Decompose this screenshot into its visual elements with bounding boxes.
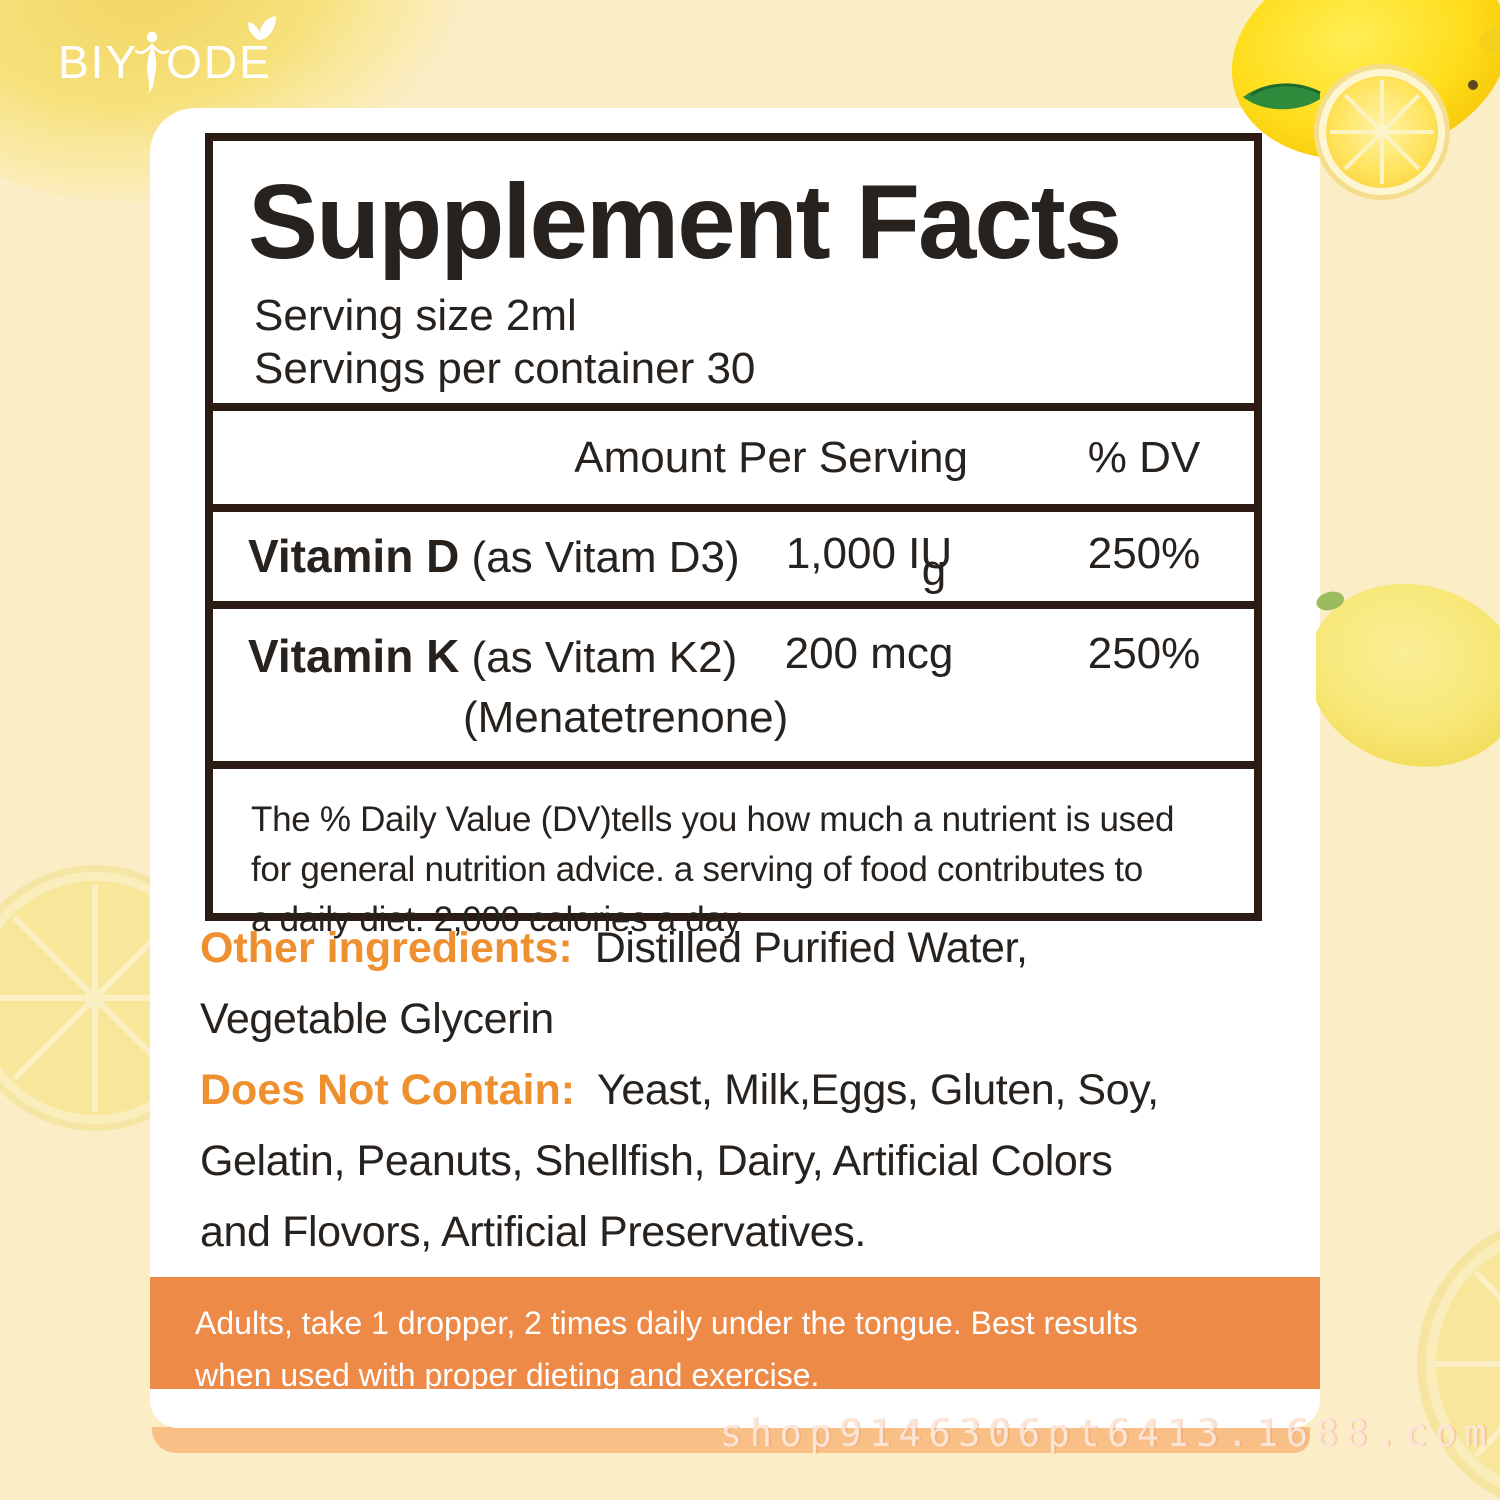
watermark-text: shop9146306pt6413.1688.com bbox=[720, 1412, 1495, 1455]
does-not-contain-label: Does Not Contain: bbox=[200, 1066, 576, 1114]
other-ingredients-label: Other ingredients: bbox=[200, 924, 573, 972]
dv-footnote: The % Daily Value (DV)tells you how much… bbox=[213, 761, 1254, 939]
amount-column-header: Amount Per Serving bbox=[574, 432, 968, 482]
nutrient-dv: 250% bbox=[1087, 529, 1201, 578]
nutrient-subname: (Menatetrenone) bbox=[463, 693, 789, 742]
supplement-facts-table: Supplement Facts Serving size 2ml Servin… bbox=[205, 133, 1262, 939]
facts-header: Supplement Facts Serving size 2ml Servin… bbox=[213, 141, 1254, 403]
stray-g-glyph: g bbox=[921, 546, 947, 595]
table-row-vitamin-k: Vitamin K (as Vitam K2) (Menatetrenone) … bbox=[213, 601, 1254, 761]
servings-per-container: Servings per container 30 bbox=[254, 344, 756, 393]
nutrient-amount: 1,000 IU g bbox=[785, 529, 953, 595]
ingredients-section: Other ingredients: Distilled Purified Wat… bbox=[200, 913, 1159, 1268]
logo-text-right: ODE bbox=[166, 36, 272, 88]
figure-icon bbox=[135, 31, 170, 93]
table-row-vitamin-d: Vitamin D (as Vitam D3) 1,000 IU g 250% bbox=[213, 504, 1254, 601]
nutrient-dv: 250% bbox=[1087, 629, 1201, 678]
does-not-contain-line: Does Not Contain: Yeast, Milk,Eggs, Glute… bbox=[200, 1066, 1159, 1114]
watermark-band bbox=[152, 1427, 1310, 1453]
nutrient-name: Vitamin D (as Vitam D3) bbox=[248, 530, 740, 582]
dv-column-header: % DV bbox=[1087, 432, 1201, 482]
facts-column-header: Amount Per Serving % DV bbox=[213, 403, 1254, 504]
label-card: Supplement Facts Serving size 2ml Servin… bbox=[150, 108, 1320, 1428]
other-ingredients-line: Other ingredients: Distilled Purified Wat… bbox=[200, 924, 1028, 972]
nutrient-amount: 200 mcg bbox=[784, 629, 954, 678]
facts-title: Supplement Facts bbox=[248, 163, 1122, 281]
brand-logo: BIY ODE bbox=[58, 16, 276, 94]
faded-lemon-slice-bottom-right-image bbox=[1402, 1212, 1500, 1500]
logo-text-left: BIY bbox=[58, 36, 139, 88]
serving-size: Serving size 2ml bbox=[254, 291, 577, 340]
nutrient-name: Vitamin K (as Vitam K2) (Menatetrenone) bbox=[248, 630, 789, 742]
lemon-middle-right-image bbox=[1308, 556, 1500, 801]
leaf-icon bbox=[247, 16, 276, 40]
directions-banner: Adults, take 1 dropper, 2 times daily un… bbox=[150, 1277, 1320, 1393]
